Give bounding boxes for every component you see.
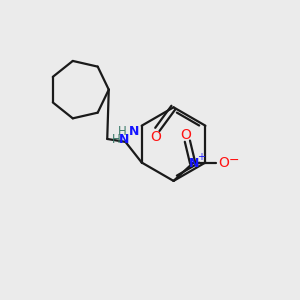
Text: H: H xyxy=(118,124,126,137)
Text: N: N xyxy=(129,124,140,137)
Text: +: + xyxy=(196,152,205,162)
Text: H: H xyxy=(112,133,120,146)
Text: −: − xyxy=(229,154,239,167)
Text: N: N xyxy=(189,157,200,170)
Text: O: O xyxy=(181,128,191,142)
Text: O: O xyxy=(218,156,229,170)
Text: O: O xyxy=(151,130,161,144)
Text: N: N xyxy=(119,133,129,146)
